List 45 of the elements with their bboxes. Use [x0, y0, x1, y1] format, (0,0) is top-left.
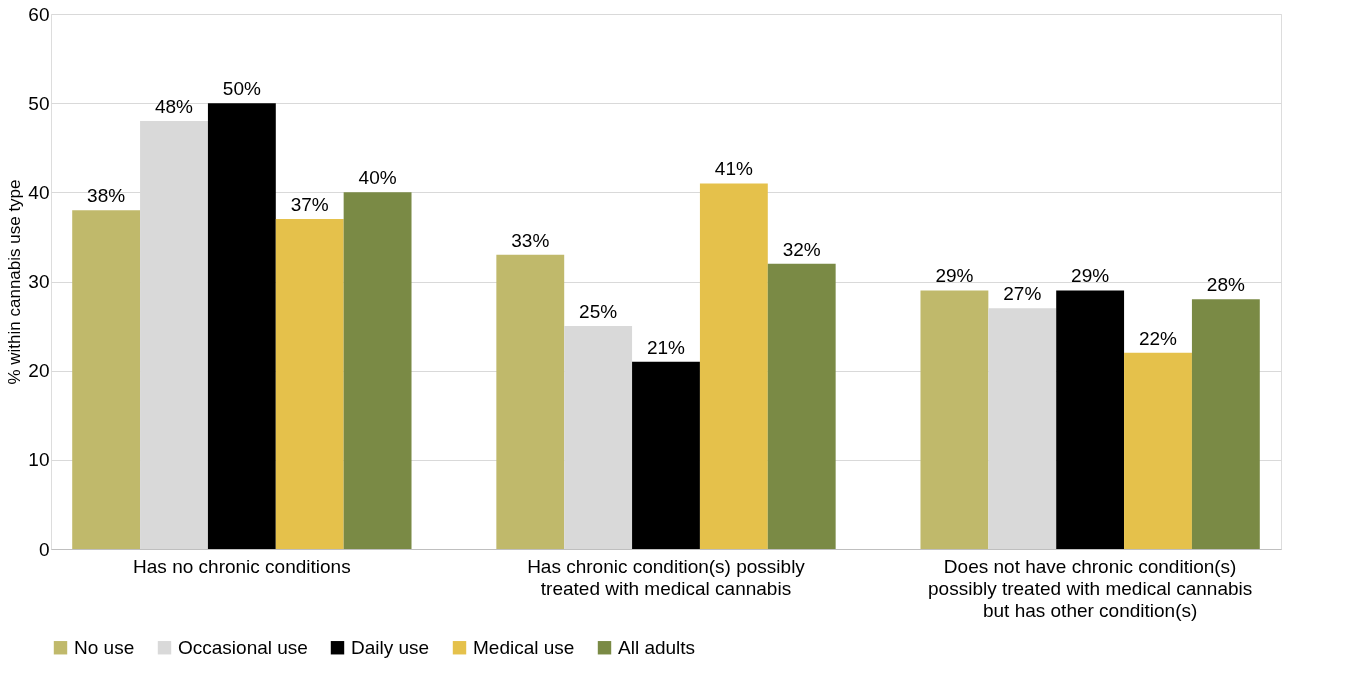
- data-label: 40%: [358, 167, 397, 189]
- y-tick-label: 50: [28, 92, 50, 114]
- legend-label: No use: [74, 636, 135, 658]
- data-label: 48%: [154, 96, 194, 117]
- data-label: 38%: [87, 185, 126, 207]
- bar: [343, 192, 412, 549]
- legend-label: Daily use: [351, 636, 430, 658]
- x-tick-label: Has chronic condition(s) possibly treated with medical cannabis: [527, 555, 806, 599]
- legend-label: Occasional use: [178, 636, 308, 658]
- data-label: 21%: [646, 336, 686, 358]
- bar: [699, 183, 768, 549]
- data-label: 27%: [1003, 283, 1042, 305]
- bar: [207, 103, 276, 549]
- y-tick-label: 60: [28, 3, 50, 25]
- y-tick-label: 20: [28, 360, 50, 382]
- bar: [1124, 352, 1192, 549]
- bar: [496, 254, 565, 549]
- data-label: 29%: [935, 265, 974, 287]
- bar: [275, 219, 344, 549]
- data-label: 22%: [1138, 327, 1178, 349]
- data-label: 41%: [714, 158, 753, 180]
- bar: [767, 263, 836, 549]
- bar: [632, 361, 700, 549]
- data-label: 37%: [290, 194, 329, 216]
- x-tick-label: Does not have chronic condition(s) possibly treated with medical cannabis but has other condition(s): [928, 555, 1253, 621]
- data-label: 33%: [511, 229, 550, 251]
- legend-label: All adults: [618, 636, 696, 658]
- x-tick-label: Has no chronic conditions: [133, 555, 351, 577]
- data-label: 50%: [222, 78, 261, 100]
- y-tick-label: 40: [28, 181, 50, 203]
- bar: [72, 210, 141, 549]
- y-tick-label: 10: [28, 449, 50, 471]
- data-label: 29%: [1071, 265, 1110, 287]
- data-label: 25%: [579, 301, 618, 323]
- data-label: 32%: [782, 238, 821, 260]
- y-axis-title: % within cannabis use type: [5, 179, 25, 385]
- bar: [920, 290, 989, 549]
- bar: [1191, 299, 1260, 549]
- bar: [1056, 290, 1125, 549]
- data-label: 28%: [1206, 274, 1245, 296]
- bar: [564, 326, 633, 549]
- legend-label: Medical use: [473, 636, 575, 658]
- bar: [988, 308, 1057, 549]
- y-tick-label: 30: [28, 271, 50, 292]
- y-tick-label: 0: [38, 538, 50, 560]
